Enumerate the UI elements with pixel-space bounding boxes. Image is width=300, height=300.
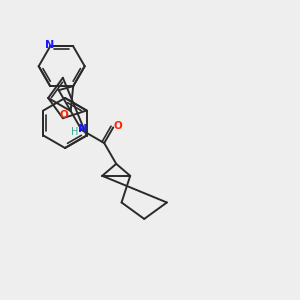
Text: O: O (59, 110, 68, 120)
Text: H: H (71, 127, 79, 137)
Text: N: N (78, 124, 87, 134)
Text: O: O (114, 122, 123, 131)
Text: N: N (45, 40, 54, 50)
